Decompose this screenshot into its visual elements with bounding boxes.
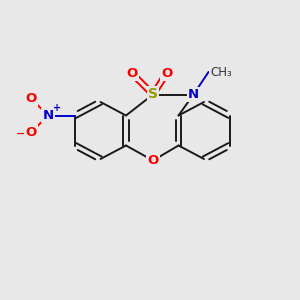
- Text: S: S: [148, 88, 158, 101]
- Text: N: N: [42, 109, 54, 122]
- Text: +: +: [53, 103, 61, 113]
- Text: O: O: [26, 125, 37, 139]
- Text: N: N: [188, 88, 199, 101]
- Text: O: O: [161, 67, 172, 80]
- Text: CH₃: CH₃: [210, 65, 232, 79]
- Text: −: −: [15, 128, 25, 139]
- Text: O: O: [26, 92, 37, 106]
- Text: O: O: [147, 154, 159, 167]
- Text: O: O: [126, 67, 138, 80]
